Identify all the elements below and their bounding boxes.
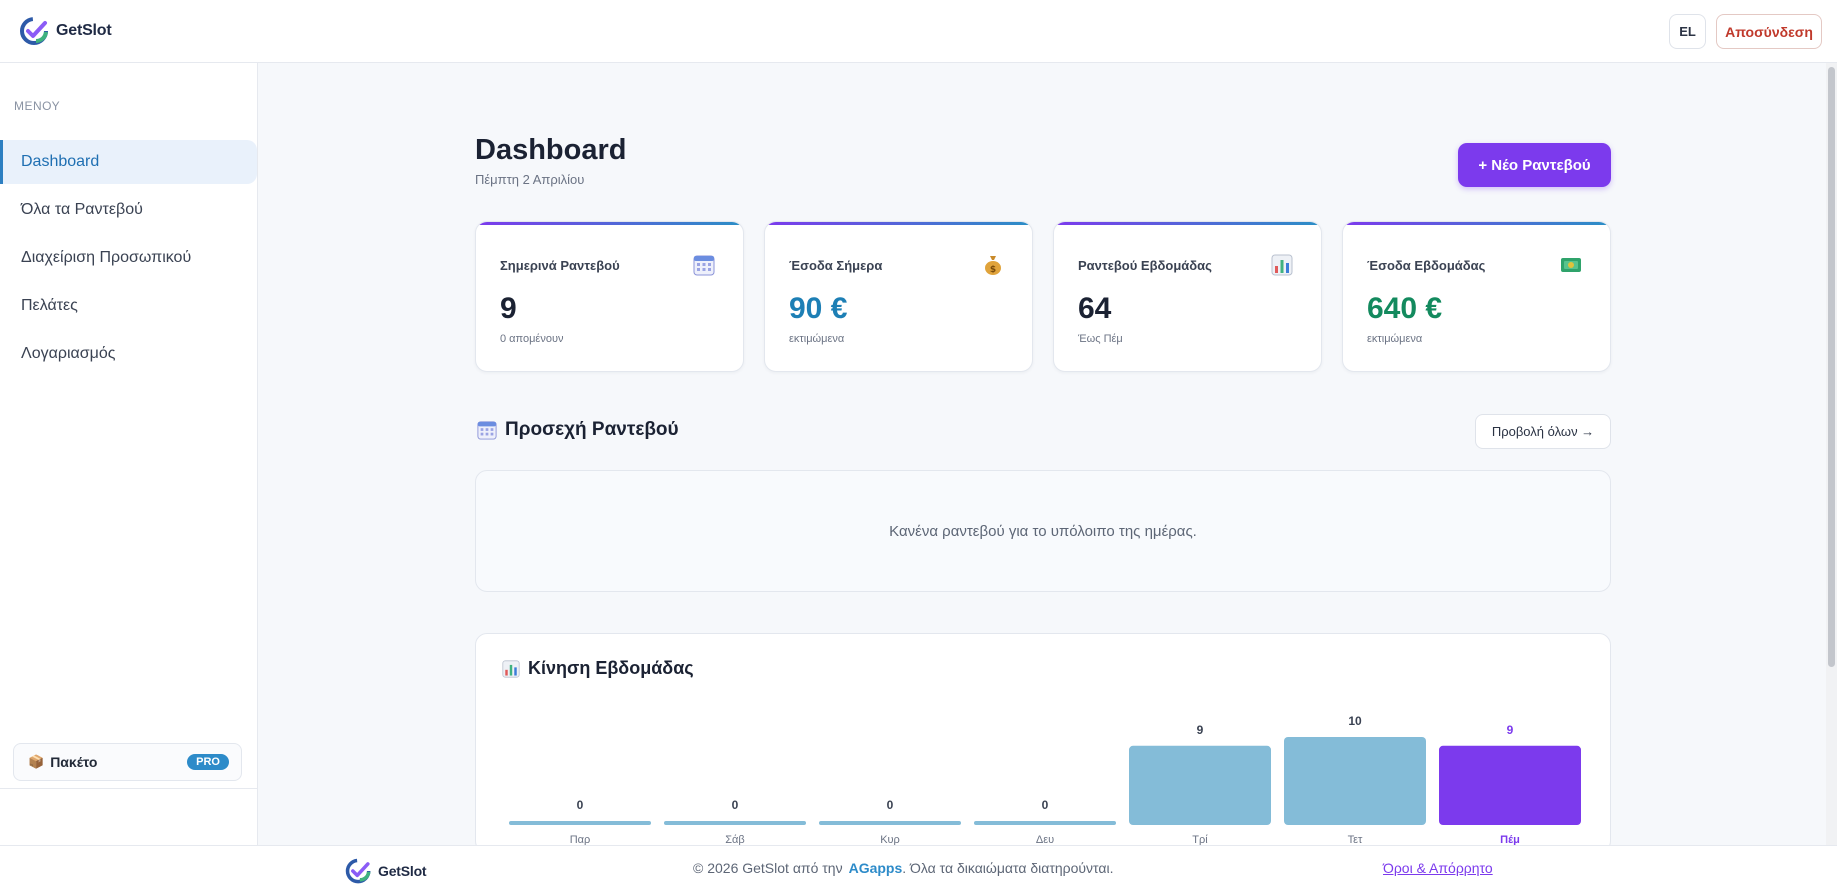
language-button[interactable]: EL <box>1669 14 1706 49</box>
top-bar: GetSlot EL Αποσύνδεση <box>0 0 1837 63</box>
view-all-button[interactable]: Προβολή όλων → <box>1475 414 1611 449</box>
brand-logo[interactable]: GetSlot <box>18 14 112 48</box>
sidebar-footer <box>0 788 257 845</box>
stat-label: Ραντεβού Εβδομάδας <box>1078 258 1212 273</box>
upcoming-section-title: Προσεχή Ραντεβού <box>477 419 679 441</box>
bar-Τετ <box>1284 737 1426 825</box>
banknote-icon <box>1561 258 1581 272</box>
plan-box[interactable]: 📦 Πακέτο PRO <box>13 743 242 781</box>
weekly-activity-card: Κίνηση Εβδομάδας 0 Παρ 0 Σάβ 0 Κυρ 0 Δευ 9 Τρί 10 Τ… <box>475 633 1611 853</box>
logo-mark-icon <box>345 858 371 884</box>
stat-note: εκτιμώμενα <box>1367 333 1423 345</box>
bar-Σάβ <box>664 821 806 825</box>
empty-message: Κανένα ραντεβού για το υπόλοιπο της ημέρ… <box>889 523 1197 540</box>
chart-title: Κίνηση Εβδομάδας <box>502 658 694 679</box>
new-appointment-button[interactable]: + Νέο Ραντεβού <box>1458 143 1611 187</box>
sidebar-item-clients[interactable]: Πελάτες <box>21 297 78 314</box>
logout-button[interactable]: Αποσύνδεση <box>1716 14 1822 49</box>
menu-label: ΜΕΝΟΥ <box>14 99 61 113</box>
bar-category-label: Σάβ <box>725 834 745 846</box>
calendar-icon <box>477 421 497 440</box>
bar-Τρί <box>1129 745 1271 825</box>
bar-category-label: Δευ <box>1036 834 1054 846</box>
bar-value-label: 10 <box>1348 714 1362 728</box>
stat-note: Έως Πέμ <box>1078 333 1123 345</box>
stat-label: Σημερινά Ραντεβού <box>500 258 620 273</box>
upcoming-title-text: Προσεχή Ραντεβού <box>505 419 679 440</box>
chart-title-text: Κίνηση Εβδομάδας <box>528 658 694 678</box>
terms-link[interactable]: Όροι & Απόρρητο <box>1383 860 1493 876</box>
bar-category-label: Παρ <box>570 834 591 846</box>
stat-card-today-revenue: Έσοδα Σήμερα $ 90 € εκτιμώμενα <box>764 221 1033 372</box>
bar-chart-icon <box>1271 254 1293 276</box>
page-title: Dashboard <box>475 134 627 166</box>
stat-value: 90 € <box>789 292 848 325</box>
sidebar-item-appointments[interactable]: Όλα τα Ραντεβού <box>21 201 143 218</box>
money-bag-icon: $ <box>985 256 1001 275</box>
footer-logo[interactable]: GetSlot <box>344 856 427 886</box>
bar-Πέμ <box>1439 745 1581 825</box>
logo-mark-icon <box>20 17 48 45</box>
plan-label: Πακέτο <box>50 754 98 770</box>
pro-badge: PRO <box>187 754 229 770</box>
footer-brand-name: GetSlot <box>378 863 427 879</box>
package-icon: 📦 <box>28 754 45 769</box>
bar-Κυρ <box>819 821 961 825</box>
brand-name: GetSlot <box>56 22 112 39</box>
card-accent-bar <box>476 222 743 225</box>
bar-value-label: 0 <box>577 798 584 812</box>
stat-note: εκτιμώμενα <box>789 333 845 345</box>
rights-text: . Όλα τα δικαιώματα διατηρούνται. <box>902 860 1114 876</box>
calendar-icon <box>693 255 715 276</box>
card-accent-bar <box>1343 222 1610 225</box>
stat-label: Έσοδα Εβδομάδας <box>1367 258 1486 273</box>
svg-text:$: $ <box>990 265 996 275</box>
sidebar-item-staff[interactable]: Διαχείριση Προσωπικού <box>21 249 192 266</box>
company-link[interactable]: AGapps <box>848 860 903 876</box>
bar-value-label: 0 <box>732 798 739 812</box>
copyright-text: © 2026 GetSlot από την <box>693 860 843 876</box>
bar-value-label: 0 <box>887 798 894 812</box>
bar-Δευ <box>974 821 1116 825</box>
stat-card-week-appointments: Ραντεβού Εβδομάδας 64 Έως Πέμ <box>1053 221 1322 372</box>
page-scrollbar[interactable] <box>1826 63 1837 845</box>
sidebar: ΜΕΝΟΥ Dashboard Όλα τα Ραντεβού Διαχείρι… <box>0 63 258 845</box>
bar-value-label: 9 <box>1507 723 1514 737</box>
scrollbar-thumb[interactable] <box>1828 67 1835 667</box>
bar-value-label: 9 <box>1197 723 1204 737</box>
copyright: © 2026 GetSlot από την AGapps. Όλα τα δικ… <box>693 860 1113 876</box>
sidebar-item-account[interactable]: Λογαριασμός <box>21 345 116 362</box>
stat-card-today-appointments: Σημερινά Ραντεβού 9 0 απομένουν <box>475 221 744 372</box>
upcoming-empty-state: Κανένα ραντεβού για το υπόλοιπο της ημέρ… <box>475 470 1611 592</box>
bar-chart-icon <box>502 659 520 678</box>
footer: GetSlot © 2026 GetSlot από την AGapps. Όλ… <box>0 845 1837 890</box>
stat-note: 0 απομένουν <box>500 333 564 345</box>
stat-card-week-revenue: Έσοδα Εβδομάδας 640 € εκτιμώμενα <box>1342 221 1611 372</box>
bar-Παρ <box>509 821 651 825</box>
card-accent-bar <box>1054 222 1321 225</box>
stat-value: 64 <box>1078 292 1112 325</box>
bar-value-label: 0 <box>1042 798 1049 812</box>
sidebar-item-dashboard[interactable]: Dashboard <box>0 140 257 184</box>
weekly-bar-chart: 0 Παρ 0 Σάβ 0 Κυρ 0 Δευ 9 Τρί 10 Τετ 9 Πέμ <box>509 714 1581 846</box>
stat-value: 640 € <box>1367 292 1443 325</box>
stat-label: Έσοδα Σήμερα <box>789 258 883 273</box>
card-accent-bar <box>765 222 1032 225</box>
bar-category-label: Κυρ <box>880 834 900 846</box>
bar-category-label: Τρί <box>1192 834 1208 846</box>
stat-value: 9 <box>500 292 517 325</box>
bar-category-label: Τετ <box>1348 834 1363 846</box>
page-date: Πέμπτη 2 Απριλίου <box>475 172 585 187</box>
bar-category-label: Πέμ <box>1500 834 1520 846</box>
